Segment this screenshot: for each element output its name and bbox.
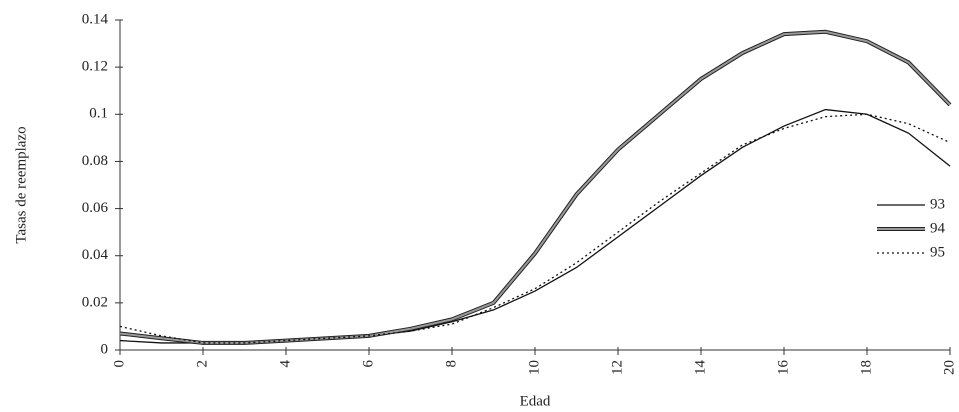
legend-label: 93 <box>930 196 945 212</box>
y-tick-label: 0.04 <box>82 247 109 263</box>
x-tick-label: 0 <box>111 360 127 368</box>
line-series <box>119 108 951 344</box>
legend-label: 95 <box>930 244 945 260</box>
y-tick-label: 0.06 <box>82 200 109 216</box>
line-series <box>119 113 951 344</box>
y-tick-label: 0.1 <box>89 106 108 122</box>
y-axis-label: Tasas de reemplazo <box>13 126 29 243</box>
y-tick-label: 0.14 <box>82 11 109 27</box>
x-tick-label: 10 <box>526 360 542 375</box>
x-tick-label: 12 <box>609 360 625 375</box>
x-tick-label: 14 <box>692 360 708 376</box>
x-tick-label: 8 <box>443 360 459 368</box>
x-tick-label: 16 <box>775 360 791 376</box>
line-series <box>119 30 951 344</box>
x-tick-label: 18 <box>858 360 874 375</box>
y-tick-label: 0 <box>101 341 109 357</box>
y-tick-label: 0.02 <box>82 294 108 310</box>
x-tick-label: 20 <box>941 360 957 375</box>
x-tick-label: 2 <box>194 360 210 368</box>
line-series <box>119 29 952 345</box>
x-tick-label: 6 <box>360 360 376 368</box>
y-tick-label: 0.08 <box>82 153 108 169</box>
y-tick-label: 0.12 <box>82 59 108 75</box>
legend-label: 94 <box>930 220 946 236</box>
x-axis-label: Edad <box>520 393 551 409</box>
x-tick-label: 4 <box>277 360 293 368</box>
